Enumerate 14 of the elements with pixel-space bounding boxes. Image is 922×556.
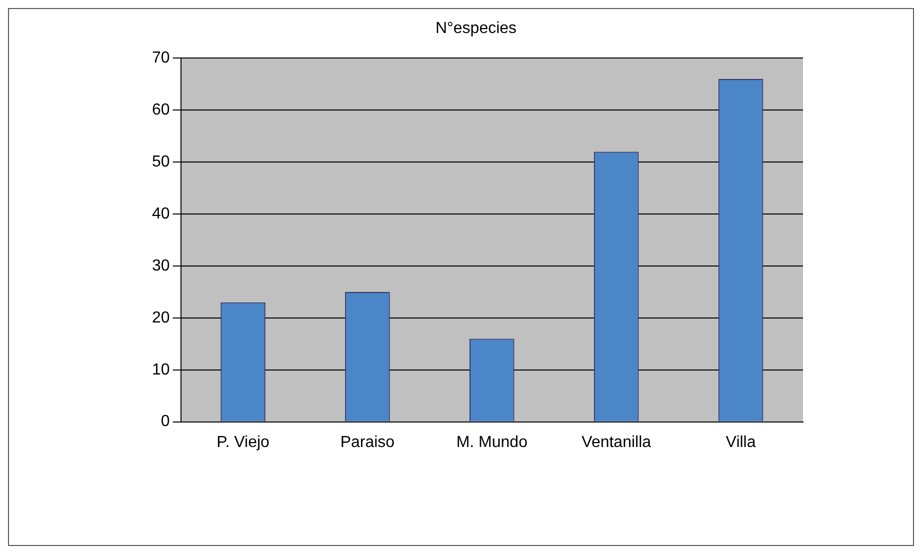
y-tick-label: 70 [152,50,170,67]
y-tick-label: 10 [152,361,170,378]
y-tick-label: 40 [152,205,170,222]
x-tick-label: Paraiso [340,434,395,451]
y-tick-label: 60 [152,102,170,119]
y-tick-label: 30 [152,257,170,274]
y-tick-label: 20 [152,309,170,326]
x-tick-label: M. Mundo [456,434,528,451]
x-tick-label: Villa [726,434,756,451]
x-tick-label: P. Viejo [216,434,270,451]
x-tick-label: Ventanilla [582,434,652,451]
chart-title: N°especies [435,20,517,38]
y-tick-label: 50 [152,153,170,170]
y-tick-label: 0 [160,413,170,430]
